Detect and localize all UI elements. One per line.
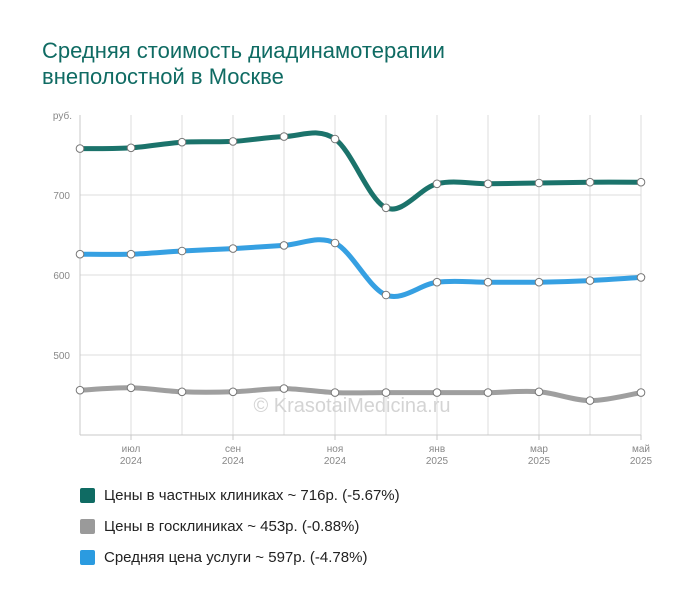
data-point-0-5 — [330, 134, 340, 144]
x-tick-label-month: июл — [122, 444, 141, 455]
data-point-1-4 — [279, 384, 289, 393]
data-point-0-7 — [432, 179, 442, 189]
x-tick-label-month: сен — [225, 444, 241, 455]
data-point-2-8 — [483, 277, 493, 287]
data-point-2-4 — [279, 241, 289, 250]
data-point-1-9 — [534, 387, 544, 397]
legend-item-average[interactable]: Средняя цена услуги ~ 597р. (-4.78%) — [80, 546, 400, 568]
y-tick-label: 700 — [53, 191, 70, 202]
x-tick-label-month: янв — [429, 444, 445, 455]
x-tick-label-year: 2025 — [630, 456, 653, 467]
data-point-1-6 — [381, 388, 391, 397]
data-point-2-9 — [534, 277, 544, 287]
data-point-0-8 — [483, 179, 493, 189]
data-point-1-0 — [75, 385, 85, 395]
data-point-1-11 — [636, 388, 646, 397]
data-point-0-11 — [636, 177, 646, 187]
legend-label-average: Средняя цена услуги ~ 597р. (-4.78%) — [104, 548, 368, 566]
x-tick-label-month: мар — [530, 444, 548, 455]
watermark: © KrasotaiMedicina.ru — [253, 395, 450, 417]
data-point-2-6 — [381, 290, 391, 300]
chart-title-line-2: внеполостной в Москве — [42, 64, 284, 89]
data-point-1-2 — [177, 387, 187, 397]
x-tick-label-year: 2024 — [120, 456, 143, 467]
data-point-1-1 — [126, 383, 136, 393]
y-tick-label: 600 — [53, 271, 70, 282]
y-tick-label: 500 — [53, 351, 70, 362]
x-tick-label-year: 2025 — [528, 456, 551, 467]
x-tick-label-year: 2025 — [426, 456, 449, 467]
data-point-2-7 — [432, 277, 442, 287]
legend-item-public[interactable]: Цены в госклиниках ~ 453р. (-0.88%) — [80, 515, 400, 537]
data-point-2-5 — [330, 238, 340, 248]
x-tick-label-month: ноя — [327, 444, 344, 455]
data-point-0-6 — [381, 203, 391, 213]
data-point-0-10 — [585, 177, 595, 187]
data-point-0-3 — [228, 137, 238, 146]
chart-title: Средняя стоимость диадинамотерапии внепо… — [42, 38, 642, 90]
legend-label-private: Цены в частных клиниках ~ 716р. (-5.67%) — [104, 486, 400, 504]
price-chart: 500600700руб.июл2024сен2024ноя2024янв202… — [53, 110, 653, 467]
chart-legend: Цены в частных клиниках ~ 716р. (-5.67%)… — [80, 484, 400, 577]
data-point-0-9 — [534, 178, 544, 188]
data-point-0-2 — [177, 137, 187, 147]
data-point-1-7 — [432, 388, 442, 397]
data-point-0-0 — [75, 144, 85, 153]
data-point-2-11 — [636, 273, 646, 282]
x-tick-label-year: 2024 — [324, 456, 347, 467]
y-unit-label: руб. — [53, 110, 72, 122]
series-line-2 — [77, 237, 644, 299]
data-point-1-3 — [228, 387, 238, 397]
data-point-0-1 — [126, 143, 136, 153]
legend-swatch-public — [80, 518, 95, 534]
data-point-2-0 — [75, 249, 85, 259]
data-point-1-8 — [483, 388, 493, 397]
data-point-1-5 — [330, 388, 340, 397]
data-point-2-10 — [585, 276, 595, 285]
data-point-2-2 — [177, 246, 187, 256]
chart-title-line-1: Средняя стоимость диадинамотерапии — [42, 38, 445, 63]
data-point-2-1 — [126, 249, 136, 259]
series-line-0 — [77, 130, 644, 212]
legend-label-public: Цены в госклиниках ~ 453р. (-0.88%) — [104, 517, 360, 535]
data-point-1-10 — [585, 396, 595, 405]
data-point-0-4 — [279, 132, 289, 141]
x-tick-label-month: май — [632, 444, 650, 455]
legend-item-private[interactable]: Цены в частных клиниках ~ 716р. (-5.67%) — [80, 484, 400, 506]
x-tick-label-year: 2024 — [222, 456, 245, 467]
data-point-2-3 — [228, 244, 238, 253]
legend-swatch-private — [80, 487, 95, 503]
legend-swatch-average — [80, 549, 95, 565]
